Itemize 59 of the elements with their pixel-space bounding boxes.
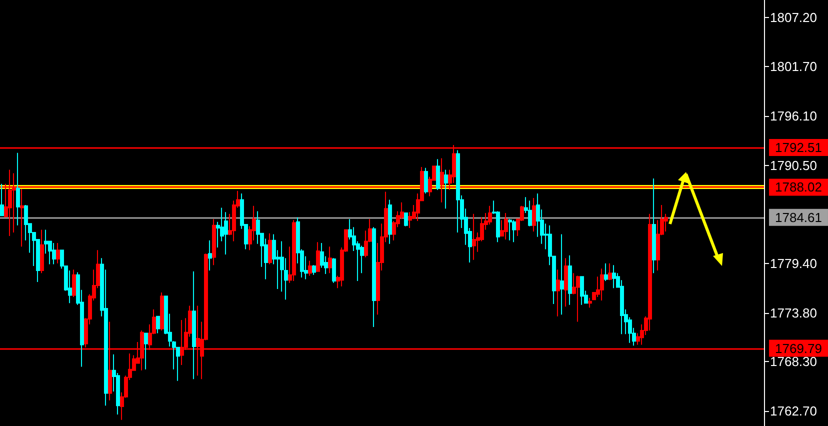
candlestick	[560, 234, 564, 316]
y-tick-label: 1773.80	[770, 305, 817, 320]
candlestick	[316, 242, 320, 272]
candlestick	[444, 169, 448, 210]
candlestick	[312, 264, 316, 276]
ref-line-label: 1788.02	[775, 180, 822, 195]
candlestick	[160, 292, 164, 332]
candlestick	[208, 240, 212, 271]
ref-line-label: 1792.51	[775, 140, 822, 156]
y-tick-label: 1790.50	[770, 158, 817, 173]
candlestick	[72, 269, 76, 298]
candlestick	[16, 152, 20, 226]
candlestick	[388, 199, 392, 244]
candlestick	[512, 220, 516, 243]
candlestick	[472, 213, 476, 260]
candlestick	[648, 213, 652, 332]
candlestick	[532, 197, 536, 232]
candlestick	[604, 262, 608, 282]
candlestick	[68, 270, 72, 304]
candlestick	[332, 258, 336, 284]
candlestick	[268, 232, 272, 265]
candlestick	[224, 212, 228, 256]
candlestick	[556, 269, 560, 317]
y-tick-label: 1796.10	[770, 108, 817, 124]
candlestick	[588, 297, 592, 308]
candlestick	[436, 158, 440, 191]
candlestick	[404, 212, 408, 227]
candlestick	[608, 262, 612, 281]
y-tick-label: 1801.70	[770, 58, 817, 74]
y-tick-label: 1807.20	[770, 10, 817, 26]
candlestick	[568, 254, 572, 306]
candlestick	[580, 276, 584, 306]
ref-line-label: 1769.79	[775, 340, 822, 356]
candlestick	[528, 200, 532, 227]
candlestick	[508, 218, 512, 241]
y-tick-label: 1762.70	[770, 403, 817, 418]
candlestick	[600, 268, 604, 301]
candlestick	[156, 316, 160, 334]
candlestick	[40, 229, 44, 274]
candlestick	[372, 226, 376, 328]
candlestick	[456, 150, 460, 233]
candlestick	[52, 242, 56, 265]
candlestick	[0, 183, 4, 216]
candlestick	[328, 246, 332, 274]
candlestick	[212, 218, 216, 266]
y-tick-label: 1768.30	[770, 354, 817, 369]
candlestick	[612, 264, 616, 289]
candlestick	[308, 260, 312, 276]
y-tick-label: 1779.40	[770, 256, 817, 271]
candlestick	[192, 270, 196, 380]
candlestick	[292, 220, 296, 282]
candlestick	[652, 178, 656, 274]
ref-line-label: 1784.61	[775, 210, 822, 225]
candlestick	[564, 258, 568, 308]
candlestick	[424, 167, 428, 194]
candlestick	[56, 242, 60, 264]
candlestick	[504, 212, 508, 240]
candlestick	[144, 332, 148, 370]
candlestick	[576, 275, 580, 322]
